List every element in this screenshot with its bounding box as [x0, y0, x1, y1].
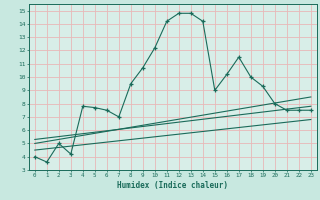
X-axis label: Humidex (Indice chaleur): Humidex (Indice chaleur)	[117, 181, 228, 190]
